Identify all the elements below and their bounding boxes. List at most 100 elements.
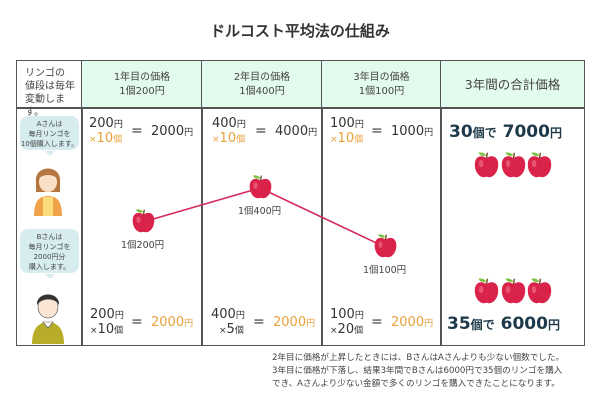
person-a-bubble: Aさんは 毎月リンゴを 10個購入します。 — [20, 116, 79, 156]
apples-b — [474, 277, 552, 304]
total-count: 30 — [449, 122, 473, 142]
equals: = — [371, 123, 383, 139]
price-point-label: 1個400円 — [238, 206, 282, 217]
unit: 円 — [306, 319, 316, 329]
total-amount: 6000 — [500, 314, 548, 334]
unit: 円 — [424, 128, 434, 138]
corner-line: 変動します。 — [25, 94, 65, 118]
header-label: 2年目の価格 — [233, 71, 291, 83]
unit: 円 — [113, 120, 123, 130]
unit: × — [89, 135, 97, 145]
header-year1: 1年目の価格 1個200円 — [81, 60, 203, 109]
header-label: 3年間の合計価格 — [464, 76, 561, 92]
unit: 円 — [424, 319, 434, 329]
unit: × — [90, 326, 98, 336]
qty: 5 — [226, 322, 235, 337]
bubble-line: 10個購入します。 — [20, 140, 79, 148]
note-line: 3年目に価格が下落し、結果3年間でBさんは6000円で35個のリンゴを購入 — [272, 366, 563, 376]
unit: 個 — [113, 135, 123, 145]
price: 400 — [212, 116, 237, 131]
unit: 円 — [354, 120, 364, 130]
qty: 10 — [337, 131, 355, 146]
total-a: 30個で 7000円 — [449, 122, 562, 142]
bubble-line: 毎月リンゴを — [28, 243, 71, 251]
apple-price-point — [131, 208, 156, 233]
unit: 円 — [354, 311, 364, 321]
unit: 個 — [236, 135, 246, 145]
person-b-avatar — [32, 294, 64, 344]
b-calc-year1: 200円 ×10個 — [90, 308, 124, 338]
year3-column — [321, 107, 442, 346]
a-calc-year1: 200円 ×10個 — [89, 117, 123, 147]
equals: = — [131, 314, 143, 330]
person-b-bubble: Bさんは 毎月リンゴを 2000円分 購入します。 — [20, 229, 79, 279]
year2-column — [201, 107, 323, 346]
qty: 10 — [96, 131, 114, 146]
price-point-label: 1個200円 — [121, 240, 165, 251]
bubble-line: Bさんは — [36, 233, 63, 241]
price-point-label: 1個100円 — [363, 265, 407, 276]
header-year2: 2年目の価格 1個400円 — [201, 60, 323, 109]
price: 100 — [330, 307, 355, 322]
header-price: 1個200円 — [119, 85, 165, 97]
equals: = — [131, 123, 143, 139]
corner-line: 値段は毎年 — [25, 81, 75, 92]
bubble-line: 毎月リンゴを — [28, 130, 71, 138]
note-line: でき、Aさんより少ない金額で多くのリンゴを購入できたことになります。 — [272, 379, 560, 389]
unit: × — [330, 135, 338, 145]
price: 200 — [89, 116, 114, 131]
apple-icon — [501, 277, 526, 304]
people-column — [16, 107, 83, 346]
total: 2000 — [273, 315, 307, 330]
qty: 10 — [219, 131, 237, 146]
equals: = — [371, 314, 383, 330]
unit: 個 — [354, 135, 364, 145]
apple-icon — [474, 277, 499, 304]
unit: × — [212, 135, 220, 145]
apple-price-point — [373, 233, 398, 258]
total-count: 35 — [447, 314, 471, 334]
qty: 10 — [97, 322, 115, 337]
bubble-line: Aさんは — [36, 120, 63, 128]
unit: 円 — [184, 128, 194, 138]
total-de: 個で — [472, 126, 497, 140]
b-calc-year2: 400円 ×5個 — [211, 308, 245, 338]
unit: 円 — [184, 319, 194, 329]
note-line: 2年目に価格が上昇したときには、BさんはAさんよりも少ない個数でした。 — [272, 353, 565, 363]
apple-icon — [501, 151, 526, 178]
header-price: 1個400円 — [239, 85, 285, 97]
a-calc-year3: 100円 ×10個 — [330, 117, 364, 147]
b-calc-year3: 100円 ×20個 — [330, 308, 364, 338]
unit: × — [219, 326, 227, 336]
explanation-note: 2年目に価格が上昇したときには、BさんはAさんよりも少ない個数でした。 3年目に… — [272, 352, 564, 391]
price: 200 — [90, 307, 115, 322]
price: 400 — [211, 307, 236, 322]
header-price: 1個100円 — [358, 85, 405, 97]
unit: 円 — [114, 311, 124, 321]
total: 1000 — [391, 124, 425, 139]
total: 2000 — [391, 315, 425, 330]
total-b: 35個で 6000円 — [447, 314, 560, 334]
total-yen: 円 — [547, 318, 560, 332]
year1-column — [81, 107, 203, 346]
person-a-avatar — [34, 168, 62, 216]
header-label: 1年目の価格 — [113, 71, 171, 83]
apples-a — [474, 151, 552, 178]
page-title: ドルコスト平均法の仕組み — [210, 22, 390, 40]
price: 100 — [330, 116, 355, 131]
header-year3: 3年目の価格 1個100円 — [321, 60, 442, 109]
unit: 個 — [114, 326, 124, 336]
apple-icon — [527, 151, 552, 178]
equals: = — [253, 314, 265, 330]
unit: 円 — [235, 311, 245, 321]
unit: 個 — [234, 326, 244, 336]
apple-icon — [474, 151, 499, 178]
apple-icon — [527, 277, 552, 304]
unit: × — [330, 326, 338, 336]
unit: 個 — [354, 326, 364, 336]
total-de: 個で — [470, 318, 495, 332]
bubble-line: 2000円分 — [33, 253, 66, 261]
qty: 20 — [337, 322, 355, 337]
total: 4000 — [275, 124, 309, 139]
bubble-line: 購入します。 — [28, 263, 71, 271]
